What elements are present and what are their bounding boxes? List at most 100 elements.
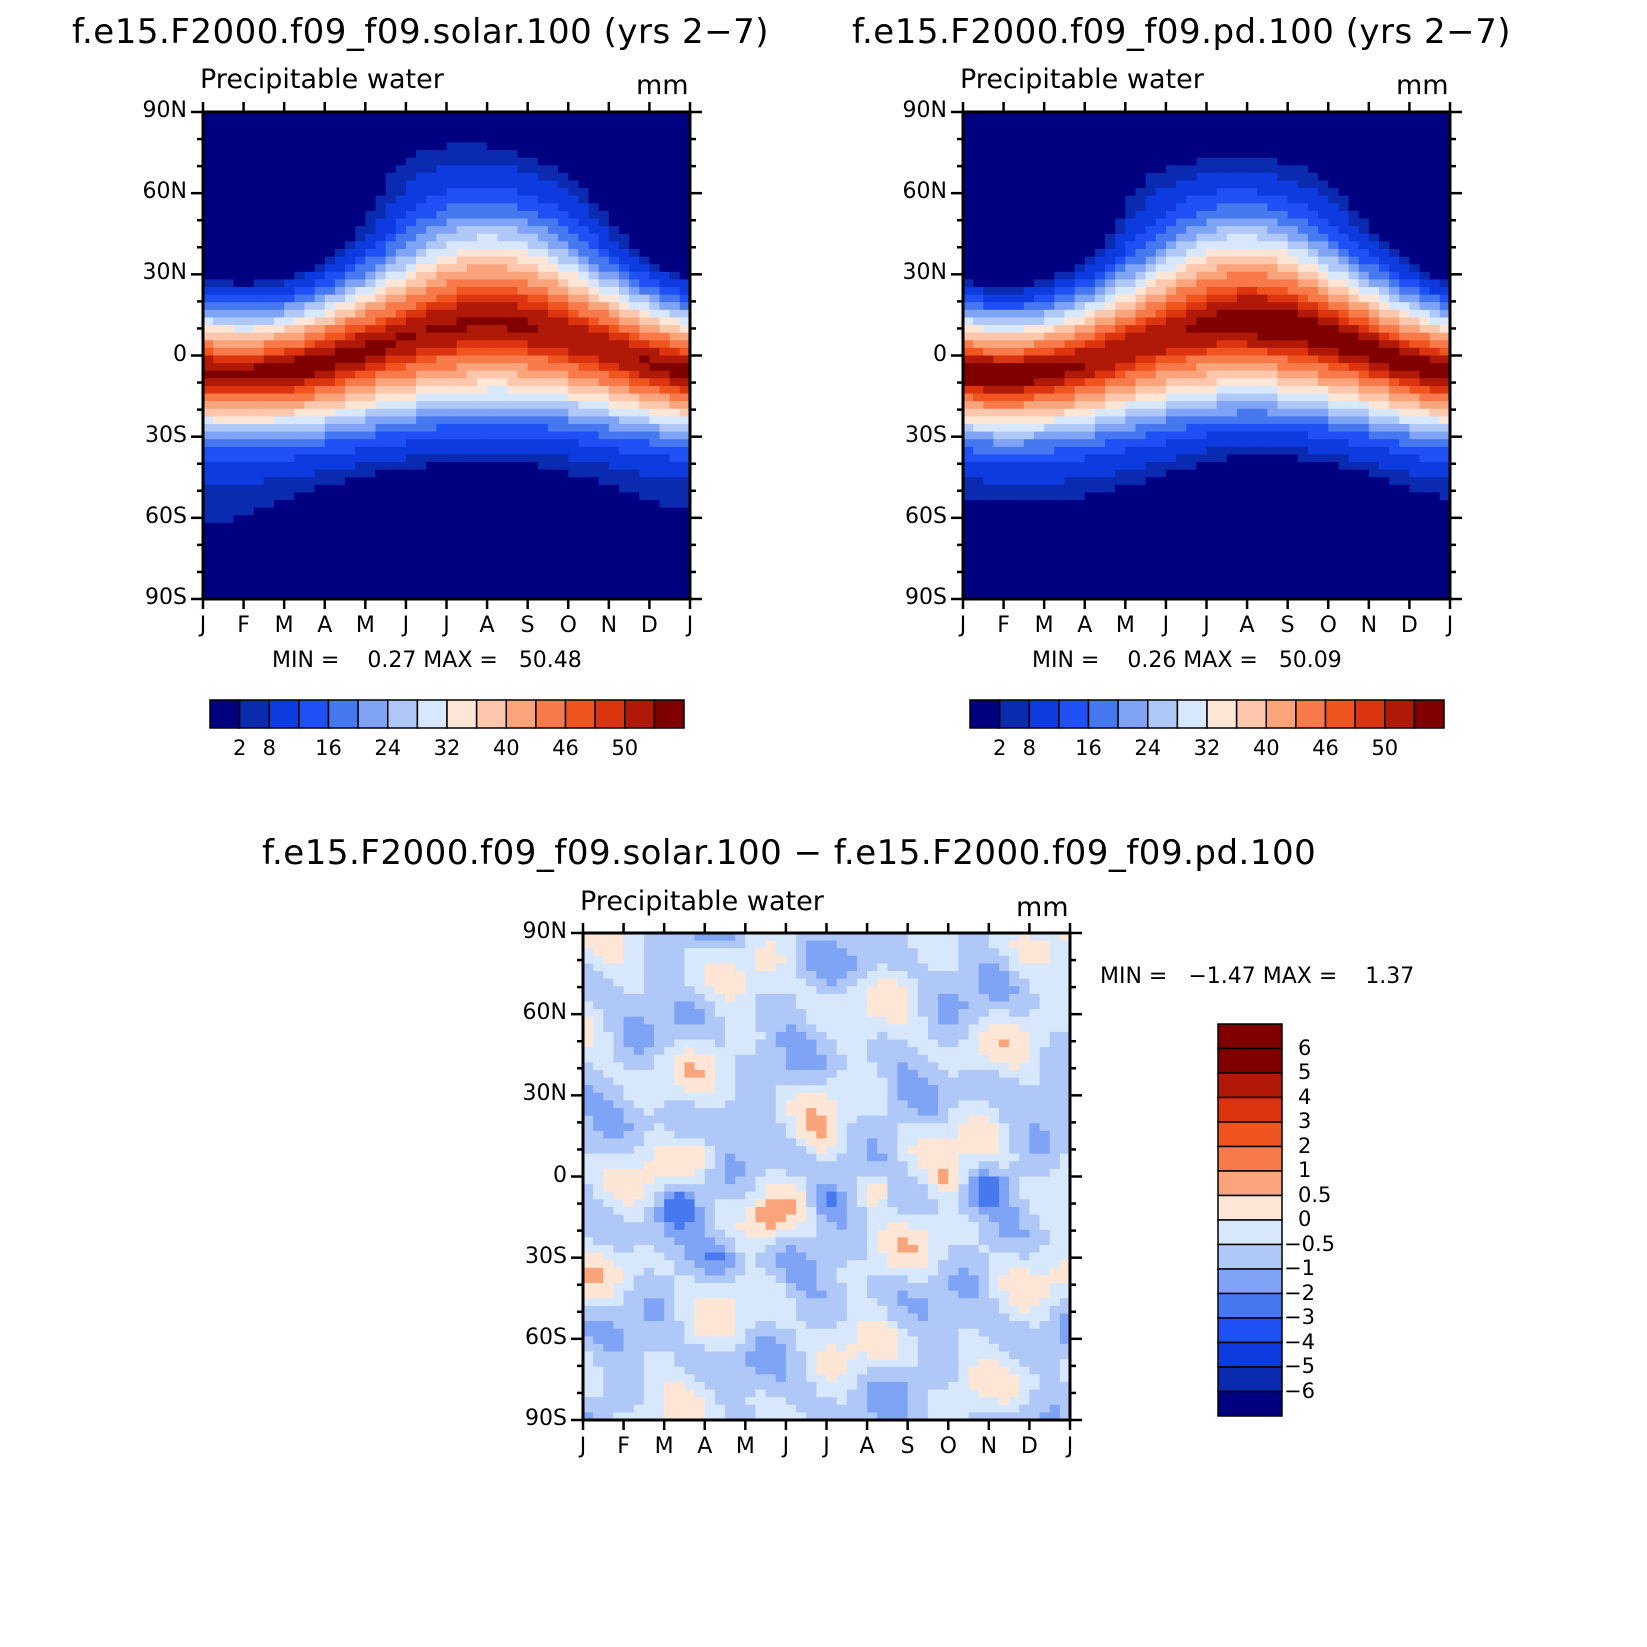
contour-cell — [517, 150, 529, 159]
contour-cell — [324, 431, 336, 440]
contour-cell — [629, 233, 640, 242]
contour-cell — [1145, 317, 1157, 326]
contour-cell — [1186, 119, 1197, 128]
contour-cell — [578, 553, 590, 562]
contour-cell — [375, 340, 387, 349]
contour-cell — [416, 469, 427, 478]
contour-cell — [1216, 256, 1228, 265]
contour-cell — [1318, 241, 1329, 250]
contour-cell — [274, 568, 285, 577]
contour-cell — [649, 332, 661, 341]
contour-cell — [1399, 256, 1411, 265]
contour-cell — [365, 446, 377, 456]
contour-cell — [547, 294, 559, 303]
contour-cell — [263, 446, 275, 456]
contour-cell — [304, 591, 316, 600]
contour-cell — [233, 165, 245, 174]
contour-cell — [1297, 325, 1309, 334]
contour-cell — [466, 332, 478, 341]
contour-cell — [314, 370, 326, 379]
contour-cell — [334, 309, 346, 319]
contour-cell — [274, 256, 285, 265]
contour-cell — [1176, 347, 1187, 357]
contour-cell — [1226, 218, 1238, 227]
contour-cell — [558, 180, 569, 189]
contour-cell — [1034, 241, 1045, 250]
contour-cell — [1318, 188, 1329, 197]
contour-cell — [426, 545, 437, 554]
contour-cell — [963, 385, 974, 395]
contour-cell — [203, 370, 214, 379]
contour-cell — [679, 408, 691, 417]
contour-cell — [253, 385, 265, 395]
contour-cell — [1318, 347, 1329, 357]
contour-cell — [1226, 370, 1238, 379]
contour-cell — [487, 165, 498, 174]
contour-cell — [558, 454, 569, 463]
contour-cell — [263, 256, 275, 265]
contour-cell — [1358, 233, 1370, 242]
contour-cell — [385, 302, 397, 311]
contour-cell — [1206, 112, 1218, 121]
contour-cell — [203, 583, 214, 592]
contour-cell — [1318, 218, 1329, 227]
contour-cell — [1378, 226, 1390, 235]
contour-cell — [274, 583, 285, 592]
contour-cell — [973, 233, 984, 242]
contour-cell — [395, 393, 407, 402]
contour-cell — [639, 515, 651, 524]
contour-cell — [1226, 127, 1238, 136]
contour-cell — [1074, 332, 1086, 341]
contour-cell — [507, 370, 519, 379]
contour-cell — [1196, 127, 1208, 136]
contour-cell — [304, 248, 316, 258]
contour-cell — [345, 127, 356, 136]
contour-cell — [436, 271, 448, 281]
contour-cell — [679, 553, 691, 562]
contour-cell — [203, 271, 214, 281]
panel-title: f.e15.F2000.f09_f09.solar.100 (yrs 2−7) — [72, 12, 770, 52]
contour-cell — [598, 241, 610, 250]
contour-cell — [345, 218, 356, 227]
contour-cell — [243, 119, 255, 128]
contour-cell — [558, 477, 569, 486]
contour-cell — [416, 309, 427, 319]
contour-cell — [568, 423, 579, 433]
contour-cell — [284, 317, 295, 326]
contour-cell — [446, 370, 458, 379]
contour-cell — [243, 363, 255, 372]
contour-cell — [517, 408, 529, 417]
contour-cell — [578, 180, 590, 189]
contour-cell — [324, 142, 336, 151]
contour-cell — [426, 591, 437, 600]
contour-cell — [395, 233, 407, 242]
contour-cell — [405, 431, 417, 440]
contour-cell — [1419, 287, 1431, 296]
contour-cell — [274, 119, 285, 128]
contour-cell — [629, 248, 640, 258]
contour-cell — [1084, 112, 1096, 121]
contour-cell — [649, 210, 661, 220]
contour-cell — [578, 226, 590, 235]
contour-cell — [223, 188, 235, 197]
contour-cell — [405, 287, 417, 296]
contour-cell — [375, 500, 387, 509]
contour-cell — [1165, 271, 1177, 281]
contour-cell — [334, 347, 346, 357]
contour-cell — [385, 408, 397, 417]
contour-cell — [1287, 294, 1299, 303]
contour-cell — [629, 287, 640, 296]
contour-cell — [1044, 370, 1055, 379]
contour-cell — [679, 500, 691, 509]
contour-cell — [416, 439, 427, 448]
contour-cell — [568, 317, 579, 326]
contour-cell — [345, 150, 356, 159]
contour-cell — [213, 416, 224, 425]
contour-cell — [629, 492, 640, 501]
contour-cell — [203, 401, 214, 410]
contour-cell — [385, 370, 397, 379]
contour-cell — [1054, 195, 1066, 204]
contour-cell — [243, 538, 255, 547]
contour-cell — [1206, 157, 1218, 166]
contour-cell — [294, 408, 306, 417]
